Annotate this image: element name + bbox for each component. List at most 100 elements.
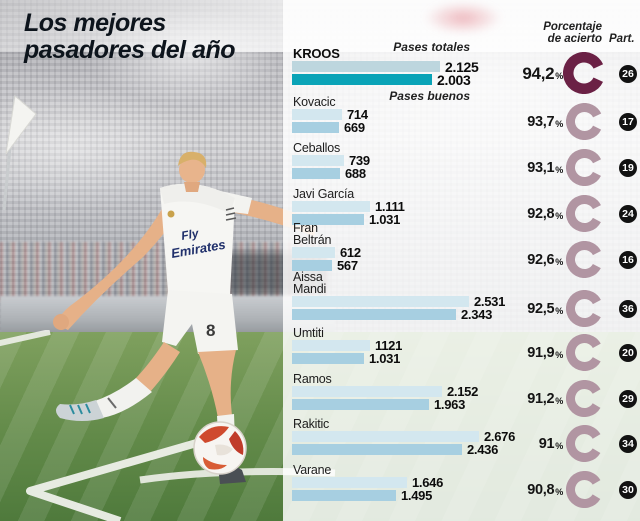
player-name: KROOS — [293, 46, 340, 61]
percent-sign: % — [555, 71, 563, 81]
matches-played-badge: 24 — [619, 205, 637, 223]
accuracy-percentage: 92,8% — [527, 201, 563, 227]
bar-line-buenos: 2.343 — [292, 307, 493, 322]
bar-line-buenos: 1.495 — [292, 488, 433, 503]
svg-text:Fly: Fly — [180, 226, 201, 243]
bar-value-buenos: 567 — [337, 258, 358, 273]
bar-line-buenos: 688 — [292, 166, 366, 181]
accuracy-percentage: 93,7% — [527, 109, 563, 135]
accuracy-donut-icon — [563, 52, 605, 99]
player-kroos-photo: Fly Emirates 8 — [53, 151, 318, 484]
percent-sign: % — [555, 441, 563, 451]
bar-line-totales: 1.646 — [292, 475, 443, 490]
accuracy-percentage: 90,8% — [527, 477, 563, 503]
bar-line-totales: 714 — [292, 107, 368, 122]
accuracy-donut-icon — [566, 290, 603, 332]
bar-line-buenos: 1.031 — [292, 351, 401, 366]
matches-played-badge: 36 — [619, 300, 637, 318]
bar-pases-totales — [292, 109, 342, 120]
bar-line-buenos: 669 — [292, 120, 365, 135]
bar-pases-totales — [292, 247, 335, 258]
bar-pases-totales — [292, 431, 479, 442]
title-line1: Los mejores — [24, 9, 166, 37]
accuracy-donut-icon — [566, 241, 603, 283]
percent-sign: % — [555, 487, 563, 497]
matches-played-badge: 30 — [619, 481, 637, 499]
bar-value-buenos: 2.343 — [461, 307, 493, 322]
bar-pases-totales — [292, 386, 442, 397]
player-name: Ramos — [293, 372, 332, 386]
player-name: Rakitic — [293, 417, 330, 431]
player-name: Kovacic — [293, 95, 336, 109]
bar-pases-totales — [292, 61, 440, 72]
series-label-pases-buenos: Pases buenos — [389, 89, 470, 103]
player-row-rakitic: Rakitic 2.676 2.436 91% 34 — [292, 418, 640, 462]
accuracy-value: 92,5 — [527, 301, 555, 317]
player-name: Ceballos — [293, 141, 341, 155]
column-header-part: Part. — [609, 33, 635, 45]
bar-pases-buenos — [292, 399, 429, 410]
player-row-javi-garcía: Javi García 1.111 1.031 92,8% 24 — [292, 188, 640, 232]
bar-line-totales: 739 — [292, 153, 370, 168]
matches-played-badge: 20 — [619, 344, 637, 362]
bar-value-totales: 739 — [349, 153, 370, 168]
accuracy-donut-icon — [566, 380, 603, 422]
accuracy-donut-icon — [566, 425, 603, 467]
bar-value-buenos: 1.495 — [401, 488, 433, 503]
bar-pases-buenos — [292, 214, 364, 225]
player-row-ramos: Ramos 2.152 1.963 91,2% 29 — [292, 373, 640, 417]
bar-value-totales: 1121 — [375, 338, 403, 353]
accuracy-donut-icon — [566, 149, 603, 191]
column-header-porcentaje: Porcentaje de acierto — [543, 21, 602, 45]
bar-pases-totales — [292, 155, 344, 166]
bar-pases-buenos — [292, 444, 462, 455]
bar-value-totales: 714 — [347, 107, 368, 122]
bar-value-totales: 2.125 — [445, 58, 479, 75]
bar-line-totales: 612 — [292, 245, 361, 260]
bar-value-buenos: 1.963 — [434, 397, 466, 412]
bar-line-buenos: 1.963 — [292, 397, 466, 412]
player-row-fran-beltrán: Fran Beltrán 612 567 92,6% 16 — [292, 222, 640, 278]
bar-value-buenos: 669 — [344, 120, 365, 135]
player-row-ceballos: Ceballos 739 688 93,1% 19 — [292, 142, 640, 186]
bar-value-totales: 612 — [340, 245, 361, 260]
matches-played-badge: 19 — [619, 159, 637, 177]
bar-line-totales: 2.125 — [292, 58, 479, 75]
accuracy-percentage: 94,2% — [522, 61, 563, 87]
bar-pases-totales — [292, 477, 407, 488]
player-row-umtiti: Umtiti 1121 1.031 91,9% 20 — [292, 327, 640, 371]
accuracy-value: 93,7 — [527, 114, 555, 130]
percent-sign: % — [555, 211, 563, 221]
bar-pases-totales — [292, 340, 370, 351]
player-name: Umtiti — [293, 326, 324, 340]
matches-played-badge: 34 — [619, 435, 637, 453]
percent-sign: % — [555, 350, 563, 360]
bar-pases-buenos — [292, 309, 456, 320]
accuracy-value: 91,9 — [527, 345, 555, 361]
percent-sign: % — [555, 306, 563, 316]
bar-pases-buenos — [292, 490, 396, 501]
matches-played-badge: 17 — [619, 113, 637, 131]
bar-pases-buenos — [292, 74, 432, 85]
player-row-kroos: KROOS 2.125 2.003 94,2% 26 — [292, 47, 640, 94]
accuracy-donut-icon — [566, 334, 603, 376]
accuracy-percentage: 92,6% — [527, 247, 563, 273]
bar-line-totales: 1121 — [292, 338, 403, 353]
bar-value-buenos: 1.031 — [369, 212, 401, 227]
accuracy-value: 90,8 — [527, 482, 555, 498]
bar-value-buenos: 1.031 — [369, 351, 401, 366]
accuracy-value: 91 — [538, 436, 555, 452]
bar-pases-buenos — [292, 168, 340, 179]
accuracy-value: 93,1 — [527, 160, 555, 176]
accuracy-donut-icon — [566, 195, 603, 237]
bar-line-totales: 2.676 — [292, 429, 515, 444]
matches-played-badge: 26 — [619, 65, 637, 83]
bar-line-totales: 2.152 — [292, 384, 478, 399]
bar-value-buenos: 2.436 — [467, 442, 499, 457]
percent-sign: % — [555, 119, 563, 129]
player-row-varane: Varane 1.646 1.495 90,8% 30 — [292, 464, 640, 508]
player-name: Varane — [293, 463, 332, 477]
accuracy-value: 92,8 — [527, 206, 555, 222]
bar-line-totales: 1.111 — [292, 199, 405, 214]
